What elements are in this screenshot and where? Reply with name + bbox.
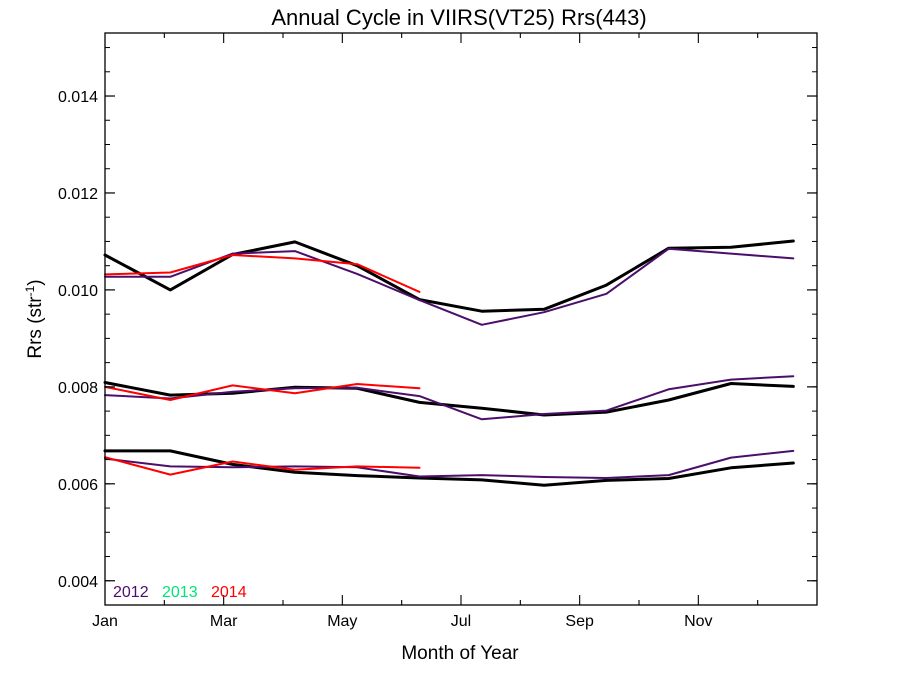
y-axis-label: Rrs (str-1): [23, 279, 46, 358]
x-tick-label: Nov: [684, 613, 712, 630]
plot-area: [103, 239, 795, 487]
x-axis-label: Month of Year: [401, 643, 519, 664]
axis-ticks: 0.004 0.006 0.008 0.010 0.012 0.014 Jan Mar May J…: [58, 33, 817, 630]
y-tick-label: 0.004: [58, 574, 98, 591]
x-tick-label: Jul: [451, 613, 471, 630]
legend: 2012 2013 2014: [113, 584, 247, 601]
series-line-lower-2012: [104, 449, 795, 479]
series-line-middle-2014: [104, 383, 421, 401]
y-tick-label: 0.014: [58, 89, 98, 106]
y-tick-label: 0.008: [58, 380, 98, 397]
x-tick-label: May: [327, 613, 357, 630]
legend-item-2014: 2014: [211, 584, 247, 601]
series-line-middle-2012: [104, 375, 795, 421]
y-axis-label-close: ): [25, 279, 46, 285]
series-line-lower-climatology: [103, 449, 795, 487]
x-tick-label: Sep: [565, 613, 594, 630]
legend-item-2013: 2013: [162, 584, 198, 601]
legend-item-2012: 2012: [113, 584, 149, 601]
x-tick-label: Jan: [92, 613, 118, 630]
x-tick-label: Mar: [210, 613, 238, 630]
y-axis-label-main: Rrs (str: [25, 296, 46, 359]
series-line-upper-climatology: [103, 239, 795, 313]
y-tick-label: 0.006: [58, 477, 98, 494]
y-tick-label: 0.012: [58, 186, 98, 203]
y-axis-label-superscript: -1: [23, 285, 37, 296]
y-tick-label: 0.010: [58, 283, 98, 300]
series-line-lower-2014: [104, 456, 421, 476]
chart-title: Annual Cycle in VIIRS(VT25) Rrs(443): [271, 5, 646, 30]
series-line-upper-2014: [104, 254, 421, 293]
